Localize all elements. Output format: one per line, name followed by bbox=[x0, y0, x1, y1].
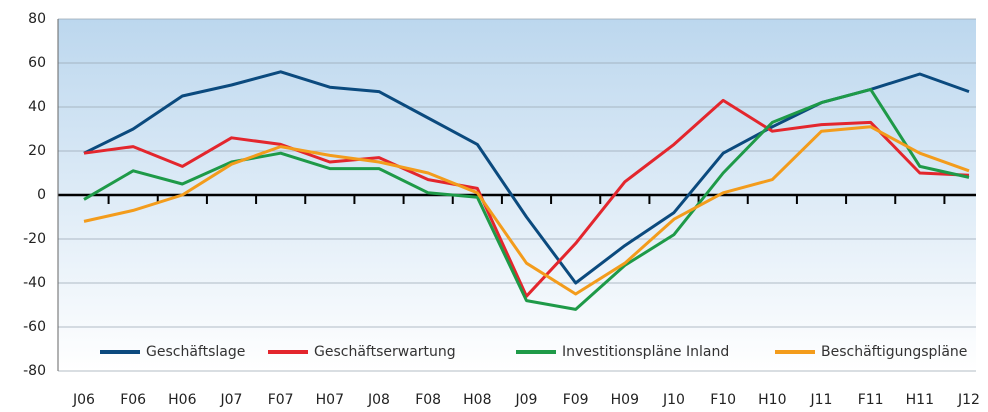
x-tick-label: F10 bbox=[710, 392, 736, 408]
x-tick-label: F07 bbox=[268, 392, 294, 408]
y-tick-label: -80 bbox=[23, 363, 46, 379]
legend-label: Geschäftslage bbox=[146, 344, 245, 360]
x-tick-label: F08 bbox=[415, 392, 441, 408]
legend-label: Investitionspläne Inland bbox=[562, 344, 729, 360]
series-line bbox=[83, 98, 970, 298]
y-tick-label: 80 bbox=[28, 11, 46, 27]
x-tick-label: J08 bbox=[367, 392, 390, 408]
x-tick-label: F06 bbox=[120, 392, 146, 408]
series-line bbox=[83, 125, 970, 296]
y-tick-label: 20 bbox=[28, 143, 46, 159]
x-tick-label: H09 bbox=[611, 392, 639, 408]
legend-label: Beschäftigungspläne bbox=[821, 344, 967, 360]
y-tick-label: 40 bbox=[28, 99, 46, 115]
y-tick-label: -20 bbox=[23, 231, 46, 247]
x-tick-label: J10 bbox=[662, 392, 685, 408]
y-tick-label: 0 bbox=[37, 187, 46, 203]
x-tick-label: F11 bbox=[858, 392, 884, 408]
lines bbox=[83, 70, 970, 311]
x-tick-label: H10 bbox=[758, 392, 786, 408]
x-tick-label: J11 bbox=[810, 392, 833, 408]
x-tick-label: H07 bbox=[316, 392, 344, 408]
x-tick-label: J07 bbox=[220, 392, 243, 408]
x-tick-label: H06 bbox=[168, 392, 196, 408]
legend: Geschäftslage Geschäftserwartung Investiti… bbox=[100, 344, 967, 360]
x-tick-label: J06 bbox=[72, 392, 95, 408]
series-line bbox=[83, 87, 970, 311]
x-tick-label: H08 bbox=[463, 392, 491, 408]
x-tick-label: J12 bbox=[957, 392, 980, 408]
x-tick-label: J09 bbox=[515, 392, 538, 408]
x-tick-label: H11 bbox=[906, 392, 934, 408]
legend-label: Geschäftserwartung bbox=[314, 344, 456, 360]
y-tick-label: -40 bbox=[23, 275, 46, 291]
x-tick-label: F09 bbox=[563, 392, 589, 408]
y-tick-label: -60 bbox=[23, 319, 46, 335]
y-tick-label: 60 bbox=[28, 55, 46, 71]
